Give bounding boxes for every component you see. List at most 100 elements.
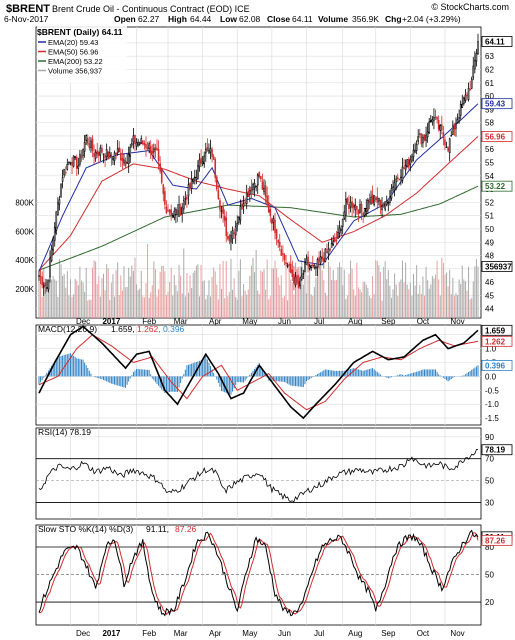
price-tick-label: 60 (485, 92, 494, 101)
macd-histogram-bar (156, 376, 158, 385)
volume-bar (313, 287, 315, 318)
candle-body (219, 200, 221, 210)
volume-bar (153, 261, 155, 318)
candle-body (143, 143, 146, 146)
macd-histogram-bar (117, 376, 119, 386)
price-tick-label: 63 (485, 52, 494, 61)
volume-bar (463, 279, 465, 318)
macd-histogram-bar (449, 376, 451, 381)
candle-body (362, 212, 364, 216)
volume-bar (323, 280, 325, 318)
candle-body (142, 140, 144, 145)
volume-bar (266, 259, 268, 318)
macd-histogram-bar (412, 372, 414, 377)
macd-histogram-bar (350, 368, 352, 377)
candle-body (186, 196, 188, 200)
candle-body (72, 155, 75, 167)
macd-histogram-bar (142, 369, 144, 377)
candle-body (269, 209, 272, 217)
volume-bar (54, 279, 56, 318)
candle-body (439, 125, 442, 131)
volume-bar (169, 282, 171, 318)
macd-histogram-bar (370, 368, 372, 377)
volume-bar (469, 299, 471, 318)
candle-body (227, 236, 229, 239)
volume-bar (400, 279, 402, 318)
candle-body (286, 265, 289, 267)
candle-body (302, 273, 305, 275)
candle-body (175, 209, 177, 215)
candle-body (162, 184, 165, 194)
macd-histogram-bar (140, 369, 142, 377)
macd-histogram-bar (126, 376, 128, 385)
macd-histogram-bar (192, 363, 194, 377)
candle-body (167, 210, 169, 212)
macd-histogram-bar (433, 369, 435, 377)
candle-body (275, 229, 278, 239)
volume-tick-label: 800K (15, 198, 34, 207)
macd-histogram-bar (73, 355, 75, 377)
candle-body (209, 148, 212, 153)
candle-body (193, 176, 196, 179)
rsi-line (38, 449, 479, 503)
macd-histogram-bar (143, 369, 145, 377)
volume-bar (66, 271, 68, 318)
volume-bar (343, 269, 345, 318)
macd-histogram-bar (307, 376, 309, 381)
macd-histogram-bar (424, 369, 426, 377)
date-tick-label: Aug (348, 629, 362, 638)
macd-histogram-bar (288, 376, 290, 385)
volume-bar (351, 268, 353, 318)
volume-bar (227, 296, 229, 318)
volume-bar (219, 264, 221, 318)
macd-histogram-bar (287, 376, 289, 384)
candle-body (53, 227, 56, 241)
candle-body (374, 197, 377, 200)
volume-bar (332, 269, 334, 318)
macd-histogram-bar (167, 376, 169, 393)
volume-bar (74, 278, 76, 318)
candle-body (329, 248, 331, 251)
macd-histogram-bar (66, 354, 68, 377)
macd-histogram-bar (103, 376, 105, 380)
volume-bar (104, 290, 106, 318)
volume-bar (353, 289, 355, 318)
volume-bar (192, 272, 194, 318)
volume-bar (390, 297, 392, 318)
macd-histogram-bar (51, 365, 53, 377)
candle-body (272, 218, 275, 223)
candle-body (71, 161, 73, 166)
volume-bar (466, 290, 468, 318)
volume-bar (121, 290, 123, 318)
volume-bar (302, 284, 304, 318)
macd-histogram-bar (346, 369, 348, 377)
macd-tick-label: 1.0 (485, 345, 497, 354)
volume-bar (359, 289, 361, 318)
volume-bar (457, 294, 459, 318)
volume-bar (90, 299, 92, 318)
volume-bar (131, 265, 133, 318)
macd-histogram-bar (227, 376, 229, 394)
volume-bar (145, 283, 147, 318)
macd-histogram-bar (187, 364, 189, 377)
macd-histogram-bar (324, 369, 326, 377)
macd-histogram-bar (328, 369, 330, 377)
macd-histogram-bar (184, 369, 186, 377)
macd-histogram-bar (99, 376, 101, 379)
rsi-tick-label: 90 (485, 433, 494, 442)
volume-bar (384, 261, 386, 318)
volume-bar (436, 260, 438, 318)
date-tick-label: May (242, 629, 257, 638)
volume-bar (312, 295, 314, 318)
volume-bar (186, 273, 188, 318)
volume-bar (60, 264, 62, 318)
macd-histogram-bar (257, 365, 259, 377)
volume-bar (225, 260, 227, 318)
sto-tick-label: 50 (485, 571, 494, 580)
candle-body (242, 203, 245, 207)
date-tick-label: Oct (417, 317, 430, 326)
macd-histogram-bar (137, 369, 139, 377)
price-tick-label: 56 (485, 145, 494, 154)
macd-histogram-bar (175, 376, 177, 392)
macd-histogram-bar (271, 376, 273, 381)
